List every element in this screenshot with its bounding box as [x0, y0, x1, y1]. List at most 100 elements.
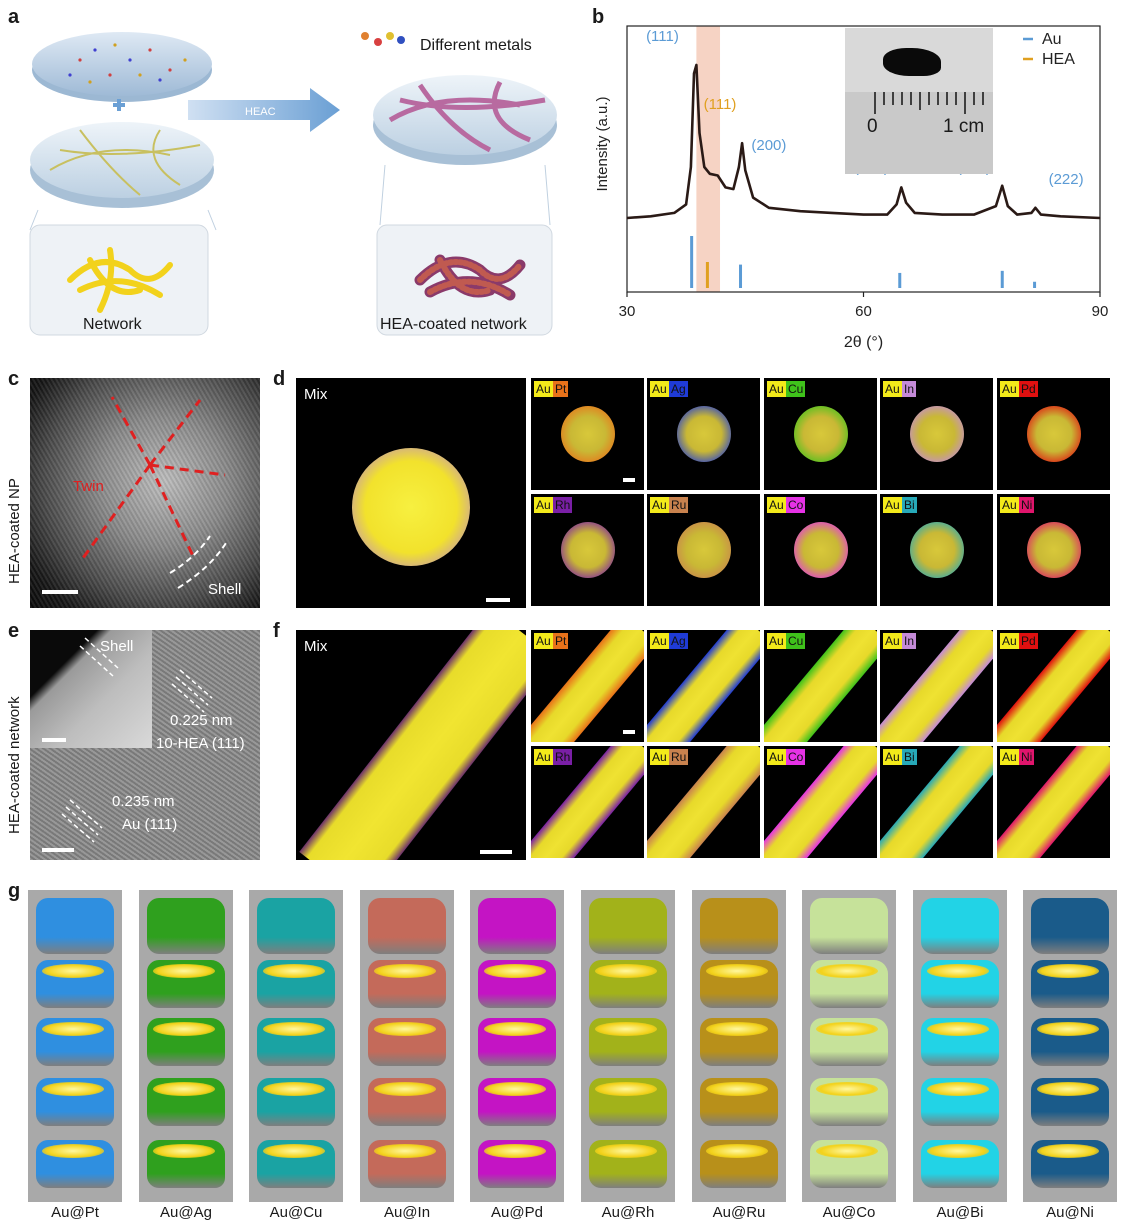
- eds-map-np-au-bi: Au Bi: [880, 494, 993, 606]
- plane-au: Au (111): [122, 816, 178, 833]
- x-tick-label-2: 90: [1092, 303, 1109, 320]
- twin-label: Twin: [73, 478, 104, 495]
- xrd-point-6: [695, 64, 697, 66]
- xrd-point-5: [693, 72, 695, 75]
- tomo-caption: Au@Ru: [712, 1204, 766, 1221]
- tomo-caption: Au@Co: [822, 1204, 876, 1221]
- eds-map-np-au-pd: Au Pd: [997, 378, 1110, 490]
- tag-ag: Ag: [669, 633, 688, 649]
- tag-au: Au: [883, 381, 902, 397]
- au-core-section: [263, 1082, 325, 1096]
- tag-pt: Pt: [553, 381, 569, 397]
- tag-bi: Bi: [902, 497, 917, 513]
- tomo-column-au-at-ni: [1023, 890, 1117, 1202]
- xrd-point-29: [1001, 185, 1003, 187]
- tomo-caption: Au@In: [383, 1204, 431, 1221]
- au-core-section: [374, 964, 436, 978]
- arrow-label: HEAC: [245, 106, 276, 118]
- tag-au: Au: [1000, 381, 1019, 397]
- xrd-point-27: [973, 214, 975, 216]
- tag-bi: Bi: [902, 749, 917, 765]
- row-label-network: HEA-coated network: [6, 696, 23, 834]
- xrd-point-32: [1030, 212, 1033, 214]
- xrd-point-7: [698, 132, 701, 134]
- au-core-section: [374, 1022, 436, 1036]
- au-core-section: [42, 964, 104, 978]
- tag-au: Au: [650, 497, 669, 513]
- tomo-slice-1: [1031, 898, 1109, 954]
- xrd-point-26: [941, 214, 943, 216]
- different-metals-label: Different metals: [420, 37, 532, 54]
- tag-au: Au: [767, 633, 786, 649]
- eds-map-np-au-ru: Au Ru: [647, 494, 760, 606]
- tag-co: Co: [786, 497, 806, 513]
- au-core-section: [153, 1144, 215, 1158]
- eds-map-np-au-cu: Au Cu: [764, 378, 877, 490]
- au-core-section: [484, 1082, 546, 1096]
- y-axis-label: Intensity (a.u.): [594, 96, 611, 191]
- eds-map-network-au-in: Au In: [880, 630, 993, 742]
- inset-haadf: Shell: [30, 630, 152, 748]
- tomo-column-au-at-ag: [139, 890, 233, 1202]
- au-core-section: [263, 964, 325, 978]
- x-tick-label-1: 60: [855, 303, 872, 320]
- eds-map-np-au-co: Au Co: [764, 494, 877, 606]
- hea-highlight-band: [696, 26, 721, 292]
- x-axis-label: 2θ (°): [844, 334, 883, 351]
- tag-au: Au: [1000, 749, 1019, 765]
- eds-map-network-au-rh: Au Rh: [531, 746, 644, 858]
- xrd-point-36: [1099, 217, 1101, 219]
- xrd-point-34: [1040, 214, 1042, 216]
- tag-in: In: [902, 633, 917, 649]
- eds-map-network-au-ru: Au Ru: [647, 746, 760, 858]
- au-core-section: [927, 964, 989, 978]
- tag-pd: Pd: [1019, 633, 1038, 649]
- tomo-column-au-at-in: [360, 890, 454, 1202]
- xrd-point-21: [886, 214, 888, 216]
- eds-map-network-au-ag: Au Ag: [647, 630, 760, 742]
- tag-au: Au: [650, 381, 669, 397]
- tomo-caption: Au@Pt: [51, 1204, 99, 1221]
- eds-map-network-au-pd: Au Pd: [997, 630, 1110, 742]
- xrd-point-18: [799, 210, 802, 212]
- shell-label-e: Shell: [100, 638, 134, 655]
- haadf-np-image: Twin Shell: [30, 378, 260, 608]
- tag-rh: Rh: [553, 497, 573, 513]
- tag-au: Au: [650, 749, 669, 765]
- tag-au: Au: [883, 749, 902, 765]
- tag-pt: Pt: [553, 633, 569, 649]
- au-core-section: [1037, 1082, 1099, 1096]
- au-core-section: [153, 1082, 215, 1096]
- xrd-point-10: [717, 174, 719, 177]
- xrd-point-11: [724, 186, 727, 188]
- tag-au: Au: [534, 633, 553, 649]
- tomo-caption: Au@Rh: [601, 1204, 655, 1221]
- eds-map-network-au-ni: Au Ni: [997, 746, 1110, 858]
- au-core-section: [153, 964, 215, 978]
- hea-coated-network-caption: HEA-coated network: [380, 316, 527, 333]
- tag-au: Au: [767, 749, 786, 765]
- tomo-slice-1: [810, 898, 888, 954]
- au-core-section: [484, 964, 546, 978]
- eds-map-np-au-pt: Au Pt: [531, 378, 644, 490]
- tag-au: Au: [883, 633, 902, 649]
- panel-f-label: f: [273, 620, 280, 642]
- tomo-slice-1: [700, 898, 778, 954]
- ruler-cm: 1 cm: [943, 116, 985, 137]
- au-core-section: [42, 1082, 104, 1096]
- au-core-section: [927, 1022, 989, 1036]
- plane-hea: 10-HEA (111): [156, 735, 245, 752]
- tag-au: Au: [1000, 497, 1019, 513]
- au-core-section: [706, 1082, 768, 1096]
- au-core-section: [595, 1082, 657, 1096]
- xrd-point-4: [690, 166, 692, 168]
- tomo-column-au-at-pt: [28, 890, 122, 1202]
- tag-au: Au: [534, 749, 553, 765]
- tomo-column-au-at-ru: [692, 890, 786, 1202]
- xrd-point-3: [685, 203, 687, 205]
- eds-map-np-au-ni: Au Ni: [997, 494, 1110, 606]
- au-core-section: [706, 964, 768, 978]
- ruler-zero: 0: [867, 116, 878, 137]
- legend-label-au: Au: [1042, 31, 1062, 48]
- tag-cu: Cu: [786, 633, 806, 649]
